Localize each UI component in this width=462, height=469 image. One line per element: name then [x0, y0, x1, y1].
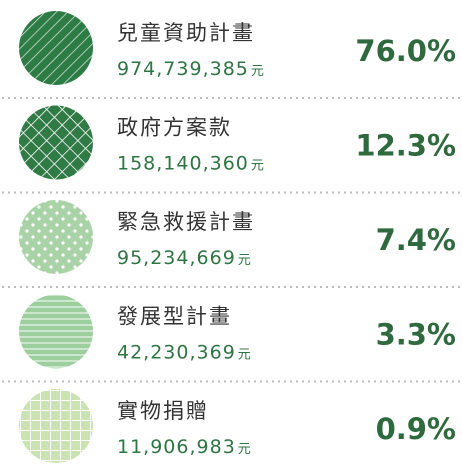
item-percent: 7.4% [376, 223, 456, 257]
item-name: 政府方案款 [117, 116, 232, 140]
item-name: 兒童資助計畫 [117, 21, 255, 45]
item-unit: 元 [238, 253, 251, 268]
icon [19, 294, 93, 369]
item-percent: 0.9% [376, 412, 456, 446]
item-amount: 42,230,369 [117, 342, 236, 364]
item-unit: 元 [238, 442, 251, 457]
item-amount: 11,906,983 [117, 436, 236, 458]
item-unit: 元 [238, 348, 251, 363]
item-name: 實物捐贈 [117, 399, 209, 423]
icon [19, 389, 93, 463]
item-amount: 95,234,669 [117, 247, 236, 269]
item-percent: 76.0% [355, 34, 456, 68]
item-percent: 3.3% [376, 318, 456, 352]
item-unit: 元 [251, 64, 264, 79]
icon [19, 11, 93, 85]
item-unit: 元 [251, 159, 264, 174]
item-name: 緊急救援計畫 [117, 210, 255, 234]
icon [19, 200, 93, 274]
item-amount: 158,140,360 [117, 153, 249, 175]
icon [19, 105, 93, 180]
item-amount: 974,739,385 [117, 58, 249, 80]
item-name: 發展型計畫 [117, 305, 232, 329]
item-percent: 12.3% [355, 129, 456, 163]
